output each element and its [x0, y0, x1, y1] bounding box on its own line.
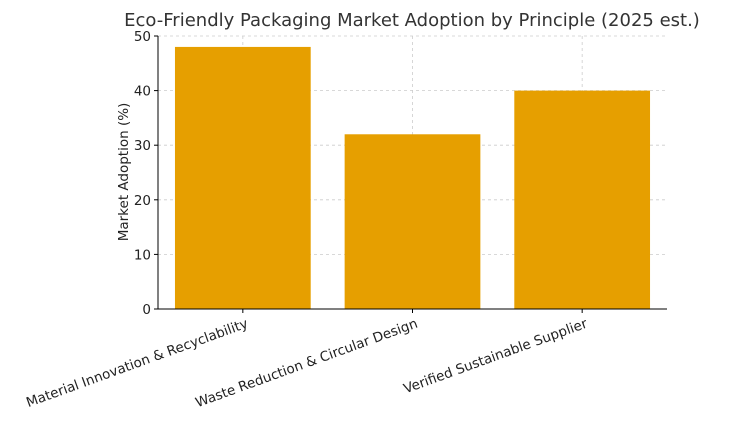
x-ticks: Material Innovation & RecyclabilityWaste…: [24, 309, 590, 411]
y-ticks: 0 10 20 30 40 50: [134, 29, 158, 318]
chart-title: Eco-Friendly Packaging Market Adoption b…: [124, 10, 700, 31]
x-tick-label: Verified Sustainable Supplier: [401, 316, 589, 398]
bar: [174, 46, 311, 310]
y-tick-label: 40: [134, 84, 151, 100]
y-tick-label: 10: [134, 247, 151, 263]
y-tick-label: 0: [142, 302, 151, 318]
y-tick-label: 50: [134, 29, 151, 45]
y-tick-label: 30: [134, 138, 151, 154]
bar: [514, 90, 651, 309]
bars: [174, 46, 651, 310]
y-axis-label: Market Adoption (%): [116, 103, 132, 242]
y-tick-label: 20: [134, 193, 151, 209]
bar: [344, 134, 481, 309]
